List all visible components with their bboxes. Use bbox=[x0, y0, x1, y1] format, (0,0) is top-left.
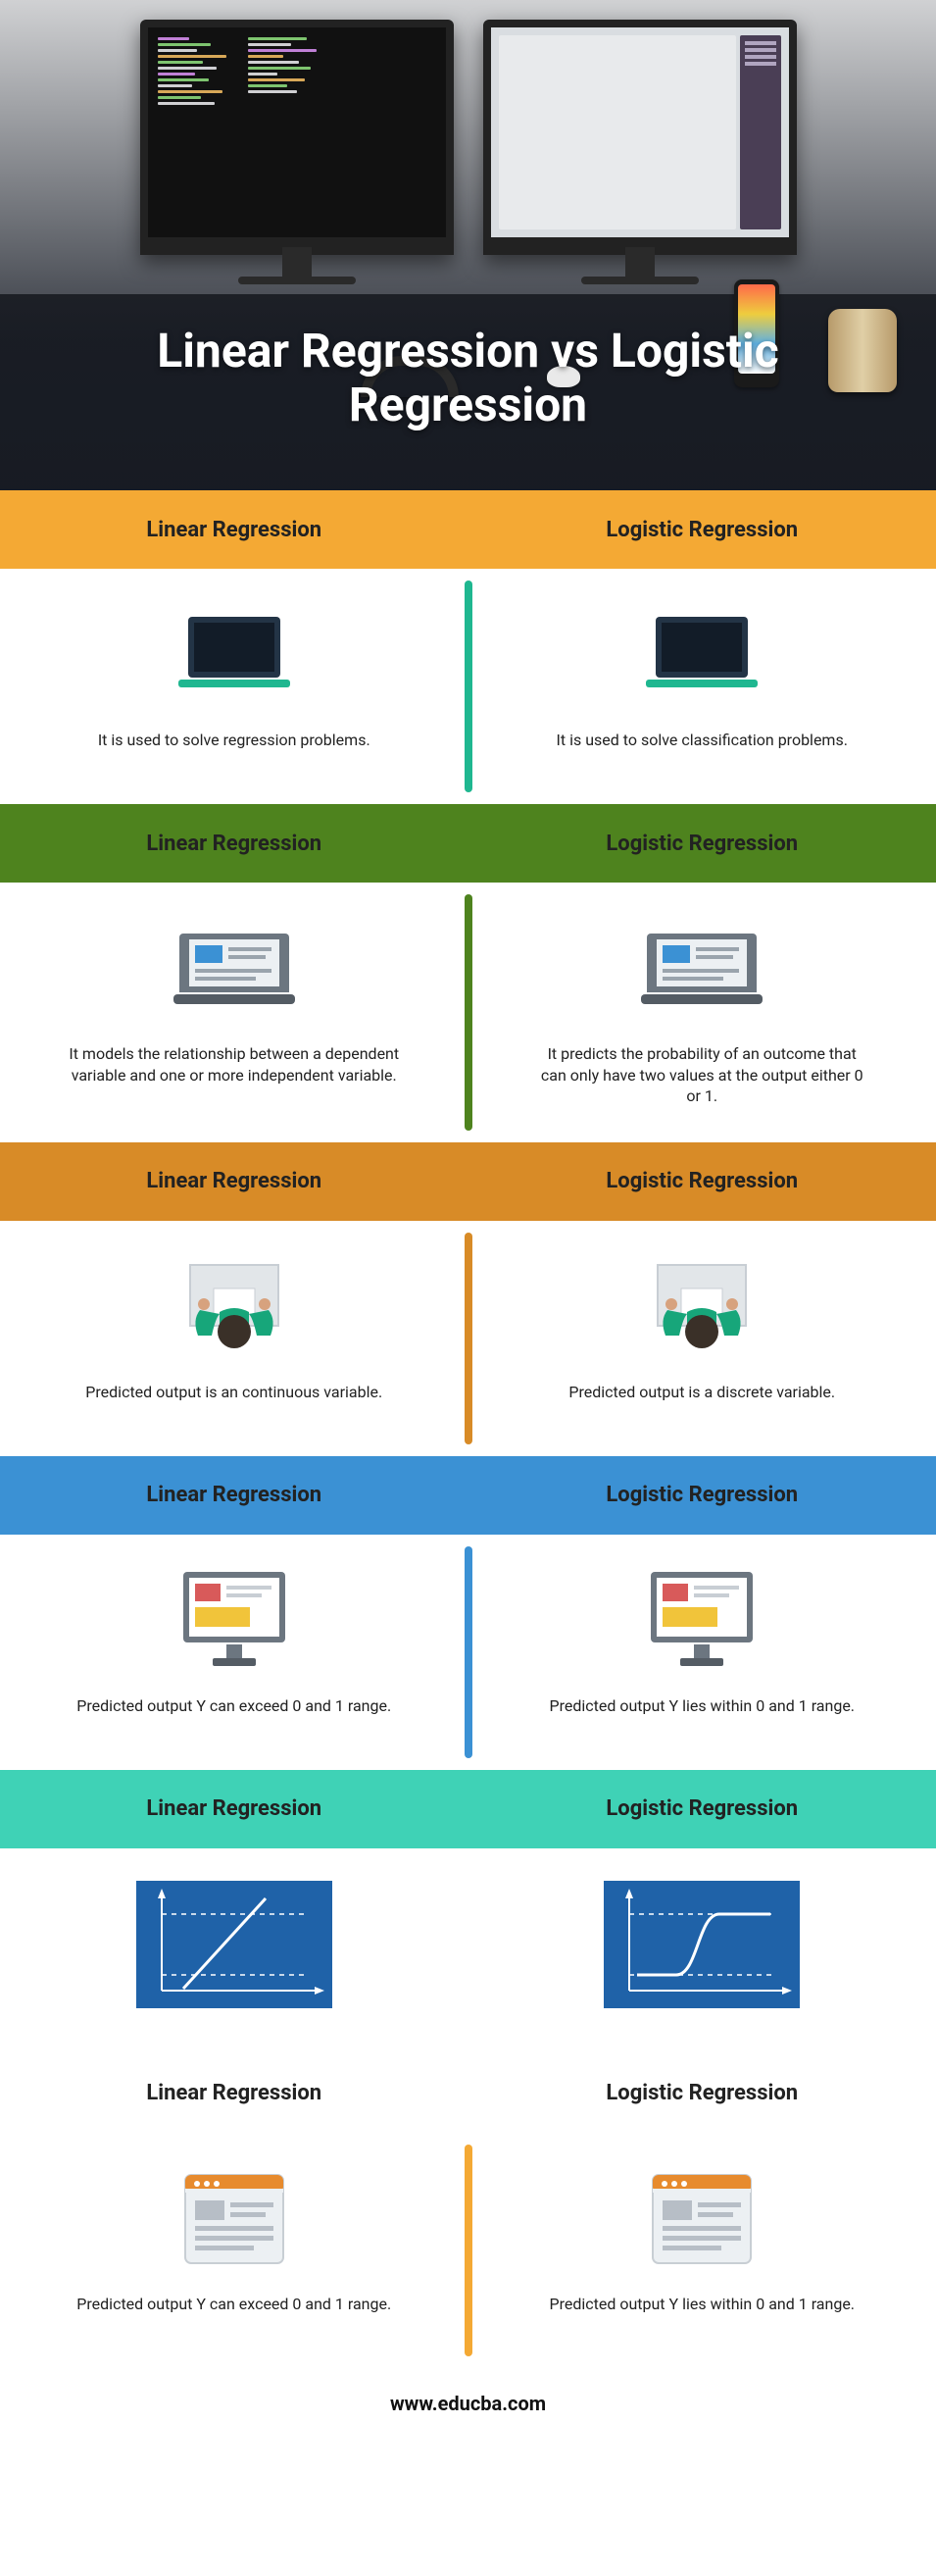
section2-left-text: It models the relationship between a dep… bbox=[68, 1043, 401, 1086]
section2-divider bbox=[465, 894, 472, 1131]
section3-left-text: Predicted output is an continuous variab… bbox=[85, 1382, 382, 1403]
section5-right-label: Logistic Regression bbox=[468, 1770, 936, 1848]
browser-window-icon bbox=[643, 2160, 761, 2278]
section5-bar: Linear Regression Logistic Regression bbox=[0, 1770, 936, 1848]
section4-left-label: Linear Regression bbox=[0, 1456, 468, 1535]
section6: Predicted output Y can exceed 0 and 1 ra… bbox=[0, 2133, 936, 2368]
linear-chart-icon bbox=[136, 1886, 332, 2003]
desktop-monitor-icon bbox=[166, 1562, 303, 1680]
section2-right-text: It predicts the probability of an outcom… bbox=[535, 1043, 868, 1107]
hero-banner: Linear Regression vs Logistic Regression bbox=[0, 0, 936, 490]
section1-divider bbox=[465, 581, 472, 792]
section4-right-text: Predicted output Y lies within 0 and 1 r… bbox=[549, 1695, 855, 1717]
section4-bar: Linear Regression Logistic Regression bbox=[0, 1456, 936, 1535]
section1-left-label: Linear Regression bbox=[0, 490, 468, 569]
logistic-chart-icon bbox=[604, 1886, 800, 2003]
hero-title: Linear Regression vs Logistic Regression bbox=[0, 324, 936, 431]
footer-url: www.educba.com bbox=[0, 2368, 936, 2445]
section6-right-label: Logistic Regression bbox=[468, 2054, 936, 2133]
section1-right-label: Logistic Regression bbox=[468, 490, 936, 569]
section3: Predicted output is an continuous variab… bbox=[0, 1221, 936, 1456]
laptop-browser-icon bbox=[166, 910, 303, 1028]
section4-right-label: Logistic Regression bbox=[468, 1456, 936, 1535]
section6-right-text: Predicted output Y lies within 0 and 1 r… bbox=[549, 2294, 855, 2315]
section6-left-text: Predicted output Y can exceed 0 and 1 ra… bbox=[76, 2294, 391, 2315]
section5 bbox=[0, 1848, 936, 2054]
section3-left-label: Linear Regression bbox=[0, 1142, 468, 1221]
laptop-browser-icon bbox=[633, 910, 770, 1028]
section6-bar: Linear Regression Logistic Regression bbox=[0, 2054, 936, 2133]
section2: It models the relationship between a dep… bbox=[0, 883, 936, 1142]
section2-left-label: Linear Regression bbox=[0, 804, 468, 883]
section3-bar: Linear Regression Logistic Regression bbox=[0, 1142, 936, 1221]
browser-window-icon bbox=[175, 2160, 293, 2278]
monitor-right bbox=[483, 20, 797, 255]
section3-divider bbox=[465, 1233, 472, 1444]
section4-divider bbox=[465, 1546, 472, 1758]
desktop-monitor-icon bbox=[633, 1562, 770, 1680]
section3-right-label: Logistic Regression bbox=[468, 1142, 936, 1221]
section1-left-text: It is used to solve regression problems. bbox=[98, 730, 370, 751]
laptop-icon bbox=[638, 596, 765, 714]
section1-right-text: It is used to solve classification probl… bbox=[557, 730, 848, 751]
section4: Predicted output Y can exceed 0 and 1 ra… bbox=[0, 1535, 936, 1770]
section1: It is used to solve regression problems.… bbox=[0, 569, 936, 804]
section2-bar: Linear Regression Logistic Regression bbox=[0, 804, 936, 883]
section6-left-label: Linear Regression bbox=[0, 2054, 468, 2133]
section2-right-label: Logistic Regression bbox=[468, 804, 936, 883]
section3-right-text: Predicted output is a discrete variable. bbox=[568, 1382, 835, 1403]
section4-left-text: Predicted output Y can exceed 0 and 1 ra… bbox=[76, 1695, 391, 1717]
person-desk-icon bbox=[628, 1248, 775, 1366]
monitor-left bbox=[140, 20, 454, 255]
section1-bar: Linear Regression Logistic Regression bbox=[0, 490, 936, 569]
section6-divider bbox=[465, 2145, 472, 2356]
laptop-icon bbox=[171, 596, 298, 714]
section5-left-label: Linear Regression bbox=[0, 1770, 468, 1848]
person-desk-icon bbox=[161, 1248, 308, 1366]
